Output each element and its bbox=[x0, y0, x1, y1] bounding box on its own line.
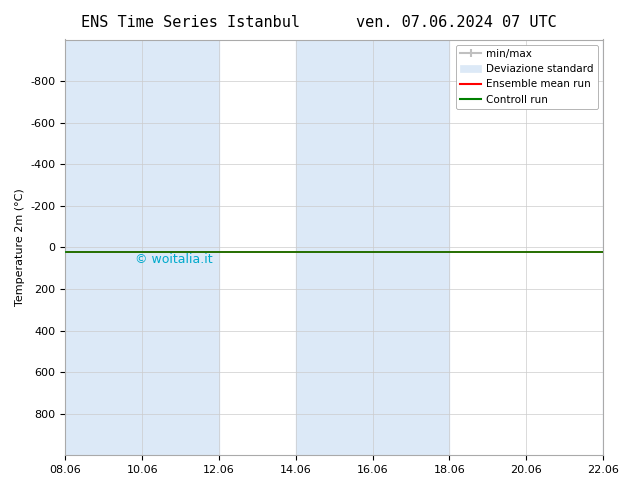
Text: ven. 07.06.2024 07 UTC: ven. 07.06.2024 07 UTC bbox=[356, 15, 557, 30]
Legend: min/max, Deviazione standard, Ensemble mean run, Controll run: min/max, Deviazione standard, Ensemble m… bbox=[456, 45, 598, 109]
Bar bbox=[373, 40, 450, 455]
Text: © woitalia.it: © woitalia.it bbox=[135, 253, 213, 267]
Bar bbox=[142, 40, 219, 455]
Bar bbox=[296, 40, 373, 455]
Bar bbox=[603, 40, 634, 455]
Text: ENS Time Series Istanbul: ENS Time Series Istanbul bbox=[81, 15, 300, 30]
Y-axis label: Temperature 2m (°C): Temperature 2m (°C) bbox=[15, 189, 25, 306]
Bar bbox=[65, 40, 142, 455]
